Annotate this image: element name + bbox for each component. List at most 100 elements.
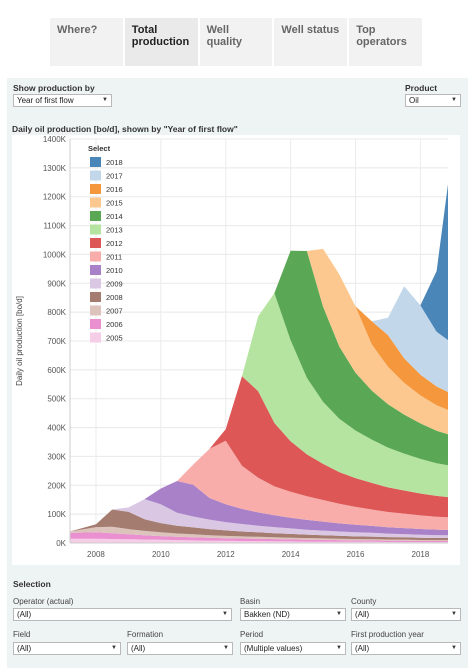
y-tick-label: 900K bbox=[47, 279, 66, 288]
legend-label-2017: 2017 bbox=[106, 172, 123, 181]
operator-filter-label: Operator (actual) bbox=[13, 597, 74, 606]
legend-swatch-2009 bbox=[90, 278, 101, 289]
basin-filter-value: Bakken (ND) bbox=[244, 610, 290, 619]
operator-filter-value: (All) bbox=[17, 610, 32, 619]
legend-label-2015: 2015 bbox=[106, 199, 123, 208]
y-tick-label: 300K bbox=[47, 452, 66, 461]
legend-label-2008: 2008 bbox=[106, 293, 123, 302]
chevron-down-icon: ▼ bbox=[451, 645, 457, 651]
chevron-down-icon: ▼ bbox=[223, 645, 229, 651]
first-production-year-filter-select[interactable]: (All) ▼ bbox=[351, 642, 461, 655]
operator-filter-select[interactable]: (All) ▼ bbox=[13, 608, 232, 621]
legend-label-2010: 2010 bbox=[106, 266, 123, 275]
legend-swatch-2013 bbox=[90, 224, 101, 235]
tab-total-production[interactable]: Total production bbox=[124, 18, 198, 66]
chevron-down-icon: ▼ bbox=[336, 645, 342, 651]
legend-label-2012: 2012 bbox=[106, 239, 123, 248]
chevron-down-icon: ▼ bbox=[222, 611, 228, 617]
first-production-year-filter-label: First production year bbox=[351, 630, 424, 639]
legend-title: Select bbox=[88, 144, 111, 153]
legend-label-2011: 2011 bbox=[106, 253, 122, 262]
basin-filter-select[interactable]: Bakken (ND) ▼ bbox=[240, 608, 346, 621]
legend-swatch-2016 bbox=[90, 184, 101, 194]
chevron-down-icon: ▼ bbox=[102, 97, 108, 103]
area-series-2006 bbox=[70, 532, 448, 543]
x-tick-label: 2018 bbox=[412, 550, 430, 559]
county-filter-select[interactable]: (All) ▼ bbox=[351, 608, 461, 621]
x-tick-label: 2010 bbox=[152, 550, 170, 559]
x-tick-label: 2014 bbox=[282, 550, 300, 559]
period-filter-value: (Multiple values) bbox=[244, 644, 303, 653]
legend-swatch-2010 bbox=[90, 265, 101, 275]
legend-swatch-2005 bbox=[90, 332, 101, 343]
field-filter-value: (All) bbox=[17, 644, 32, 653]
area-series-2010 bbox=[70, 481, 448, 536]
area-series-2014 bbox=[70, 250, 448, 532]
y-axis-label: Daily oil production [bo/d] bbox=[15, 296, 24, 386]
chevron-down-icon: ▼ bbox=[111, 645, 117, 651]
product-select[interactable]: Oil ▼ bbox=[405, 94, 461, 107]
y-tick-label: 200K bbox=[47, 481, 66, 490]
county-filter-label: County bbox=[351, 597, 377, 606]
area-series-2005 bbox=[70, 538, 448, 543]
production-area-chart: 0K 100K 200K 300K 400K 500K 600K 700K 800K 900K 10… bbox=[12, 135, 460, 565]
formation-filter-label: Formation bbox=[127, 630, 164, 639]
show-production-by-value: Year of first flow bbox=[17, 96, 74, 105]
area-series-2008 bbox=[70, 509, 448, 541]
basin-filter-label: Basin bbox=[240, 597, 261, 606]
first-production-year-filter-value: (All) bbox=[355, 644, 370, 653]
tab-well-quality[interactable]: Well quality bbox=[199, 18, 273, 66]
tab-where[interactable]: Where? bbox=[50, 18, 123, 66]
legend-swatch-2012 bbox=[90, 238, 101, 248]
legend-label-2018: 2018 bbox=[106, 158, 123, 167]
dashboard-tabs: Where? Total production Well quality Wel… bbox=[50, 18, 422, 66]
area-series-2009 bbox=[70, 499, 448, 538]
y-tick-label: 700K bbox=[47, 337, 66, 346]
legend-swatch-2007 bbox=[90, 305, 101, 316]
legend-swatch-2018 bbox=[90, 157, 101, 167]
legend-swatch-2006 bbox=[90, 319, 101, 329]
area-series-2012 bbox=[70, 376, 448, 532]
area-series-2015 bbox=[70, 248, 448, 532]
x-tick-label: 2008 bbox=[87, 550, 105, 559]
period-filter-label: Period bbox=[240, 630, 264, 639]
product-label: Product bbox=[405, 83, 438, 93]
legend-label-2016: 2016 bbox=[106, 185, 123, 194]
y-tick-label: 100K bbox=[47, 510, 66, 519]
area-series-2013 bbox=[70, 293, 448, 532]
y-tick-label: 1000K bbox=[43, 250, 67, 259]
area-series-2007 bbox=[70, 526, 448, 541]
legend-swatch-2008 bbox=[90, 292, 101, 302]
legend-label-2013: 2013 bbox=[106, 226, 123, 235]
chevron-down-icon: ▼ bbox=[451, 611, 457, 617]
y-tick-label: 400K bbox=[47, 424, 66, 433]
y-tick-label: 1400K bbox=[43, 135, 67, 144]
show-production-by-select[interactable]: Year of first flow ▼ bbox=[13, 94, 112, 107]
y-tick-label: 1300K bbox=[43, 164, 67, 173]
chevron-down-icon: ▼ bbox=[451, 97, 457, 103]
tab-well-status[interactable]: Well status bbox=[274, 18, 348, 66]
county-filter-value: (All) bbox=[355, 610, 370, 619]
tab-top-operators[interactable]: Top operators bbox=[349, 18, 422, 66]
y-tick-label: 0K bbox=[56, 539, 66, 548]
show-production-by-label: Show production by bbox=[13, 83, 95, 93]
legend-label-2009: 2009 bbox=[106, 280, 123, 289]
legend-swatch-2014 bbox=[90, 211, 101, 221]
y-tick-label: 600K bbox=[47, 366, 66, 375]
y-tick-label: 800K bbox=[47, 308, 66, 317]
legend-label-2005: 2005 bbox=[106, 334, 123, 343]
formation-filter-select[interactable]: (All) ▼ bbox=[127, 642, 233, 655]
x-tick-label: 2016 bbox=[347, 550, 365, 559]
y-tick-label: 1100K bbox=[43, 222, 66, 231]
legend-label-2014: 2014 bbox=[106, 212, 123, 221]
field-filter-select[interactable]: (All) ▼ bbox=[13, 642, 121, 655]
legend-swatch-2011 bbox=[90, 251, 101, 262]
legend-label-2007: 2007 bbox=[106, 307, 123, 316]
legend-label-2006: 2006 bbox=[106, 320, 123, 329]
x-tick-label: 2012 bbox=[217, 550, 235, 559]
chevron-down-icon: ▼ bbox=[336, 611, 342, 617]
y-tick-label: 500K bbox=[47, 395, 66, 404]
chart-title: Daily oil production [bo/d], shown by "Y… bbox=[12, 124, 238, 134]
period-filter-select[interactable]: (Multiple values) ▼ bbox=[240, 642, 346, 655]
product-value: Oil bbox=[409, 96, 419, 105]
